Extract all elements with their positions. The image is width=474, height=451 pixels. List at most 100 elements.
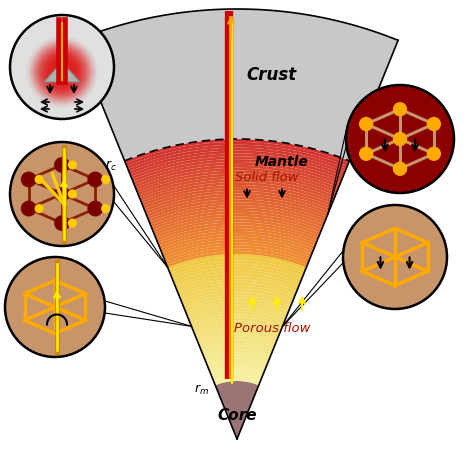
Polygon shape	[44, 63, 80, 83]
Circle shape	[68, 219, 77, 228]
Polygon shape	[76, 10, 398, 161]
Polygon shape	[145, 194, 329, 215]
Polygon shape	[154, 217, 320, 236]
Polygon shape	[140, 180, 334, 202]
Polygon shape	[202, 346, 272, 356]
Polygon shape	[192, 321, 282, 332]
Polygon shape	[150, 208, 324, 228]
Polygon shape	[183, 295, 291, 309]
Circle shape	[44, 55, 80, 91]
Polygon shape	[134, 166, 340, 188]
Polygon shape	[206, 356, 268, 365]
Circle shape	[343, 206, 447, 309]
Polygon shape	[207, 359, 267, 368]
Polygon shape	[184, 299, 290, 312]
Polygon shape	[182, 292, 292, 306]
Polygon shape	[137, 174, 337, 196]
Polygon shape	[170, 261, 304, 277]
Circle shape	[54, 158, 70, 173]
Polygon shape	[159, 231, 315, 249]
Polygon shape	[130, 154, 344, 177]
Polygon shape	[128, 148, 346, 172]
Circle shape	[35, 175, 44, 184]
Polygon shape	[168, 254, 306, 271]
Circle shape	[101, 205, 110, 214]
Circle shape	[427, 147, 441, 161]
Polygon shape	[194, 324, 280, 336]
Polygon shape	[173, 267, 301, 283]
Circle shape	[49, 60, 75, 86]
Polygon shape	[210, 365, 264, 373]
Circle shape	[68, 161, 77, 170]
Polygon shape	[148, 203, 326, 223]
Circle shape	[87, 172, 103, 188]
Polygon shape	[141, 183, 333, 204]
Polygon shape	[180, 286, 294, 300]
Circle shape	[36, 47, 88, 98]
Polygon shape	[173, 270, 301, 285]
Circle shape	[54, 187, 70, 202]
Polygon shape	[215, 381, 259, 439]
Polygon shape	[136, 168, 338, 191]
Polygon shape	[201, 343, 273, 353]
Text: $r_m$: $r_m$	[194, 382, 210, 396]
Polygon shape	[188, 308, 286, 321]
Polygon shape	[187, 305, 287, 318]
Circle shape	[10, 143, 114, 246]
Circle shape	[33, 44, 91, 102]
Circle shape	[346, 86, 454, 193]
Polygon shape	[167, 252, 307, 268]
Polygon shape	[138, 177, 336, 199]
Circle shape	[10, 16, 114, 120]
Polygon shape	[176, 276, 298, 291]
Polygon shape	[175, 273, 299, 289]
Polygon shape	[160, 235, 314, 252]
Polygon shape	[127, 145, 347, 170]
Polygon shape	[200, 340, 274, 350]
Text: $r_c$: $r_c$	[105, 158, 117, 173]
Polygon shape	[162, 240, 312, 257]
Text: Solid flow: Solid flow	[235, 170, 299, 184]
Circle shape	[101, 175, 110, 184]
Polygon shape	[149, 206, 325, 226]
Polygon shape	[153, 214, 321, 233]
Circle shape	[35, 205, 44, 214]
Polygon shape	[189, 312, 285, 324]
Circle shape	[58, 69, 65, 77]
Polygon shape	[195, 327, 279, 338]
Circle shape	[27, 38, 97, 107]
Text: Porous flow: Porous flow	[234, 321, 310, 334]
Polygon shape	[156, 223, 318, 241]
Circle shape	[21, 201, 36, 217]
Polygon shape	[164, 246, 310, 262]
Polygon shape	[126, 143, 348, 167]
Circle shape	[31, 42, 93, 104]
Text: Core: Core	[217, 408, 257, 423]
Polygon shape	[152, 212, 322, 230]
Circle shape	[46, 56, 78, 89]
Polygon shape	[190, 315, 284, 327]
Polygon shape	[181, 289, 293, 303]
Circle shape	[55, 65, 69, 80]
Circle shape	[359, 118, 374, 132]
Polygon shape	[144, 191, 330, 212]
Circle shape	[54, 216, 70, 231]
Polygon shape	[203, 350, 271, 359]
Polygon shape	[185, 302, 289, 315]
Circle shape	[87, 201, 103, 217]
Polygon shape	[125, 140, 349, 164]
Polygon shape	[131, 157, 343, 180]
Circle shape	[53, 64, 71, 82]
Polygon shape	[165, 249, 309, 265]
Polygon shape	[196, 331, 278, 341]
Polygon shape	[158, 229, 316, 247]
Polygon shape	[143, 189, 331, 209]
Polygon shape	[213, 375, 261, 382]
Polygon shape	[161, 237, 313, 254]
Polygon shape	[178, 283, 296, 297]
Polygon shape	[147, 200, 327, 220]
Polygon shape	[133, 163, 341, 185]
Circle shape	[47, 58, 77, 87]
Polygon shape	[129, 151, 345, 175]
Circle shape	[38, 49, 86, 97]
